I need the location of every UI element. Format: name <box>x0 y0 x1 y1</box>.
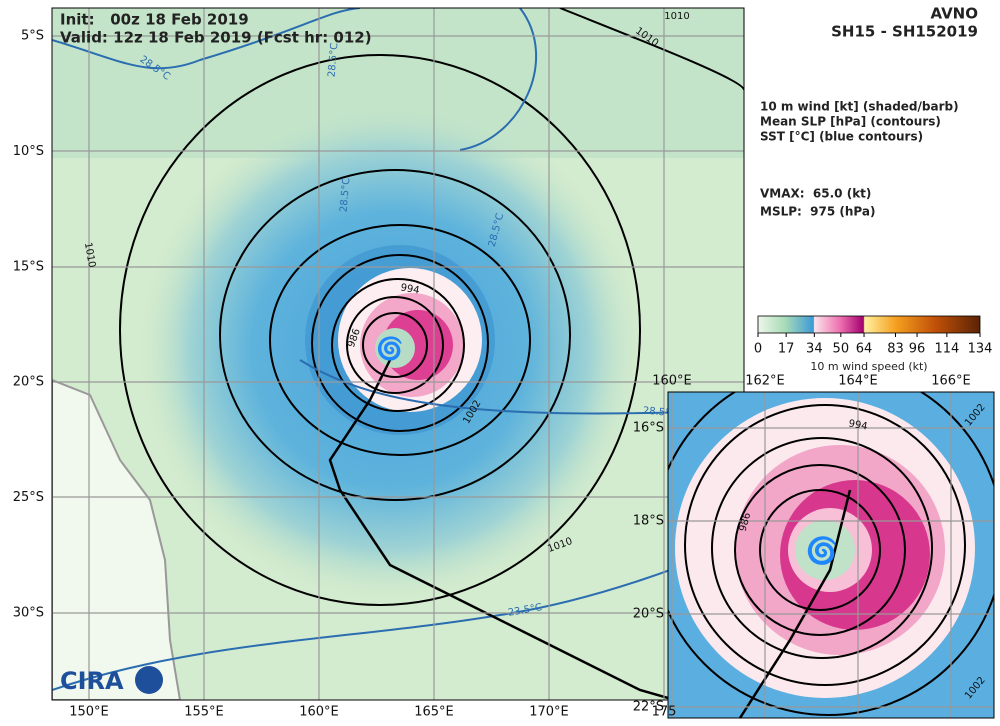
lat-label: 30°S <box>13 606 44 621</box>
grid <box>52 8 744 700</box>
contour-label: 28.5°C <box>327 42 341 77</box>
lat-label: 16°S <box>633 421 664 436</box>
storm-track <box>328 359 680 700</box>
lon-label: 166°E <box>931 374 971 389</box>
vmax: VMAX: 65.0 (kt) <box>760 187 871 201</box>
lon-label: 160°E <box>652 374 692 389</box>
colorbar-label: 10 m wind speed (kt) <box>810 360 927 373</box>
lat-label: 20°S <box>13 375 44 390</box>
contour-label: 1010 <box>664 11 689 22</box>
slp-contours <box>668 392 994 716</box>
lon-label: 175 <box>652 705 677 720</box>
colorbar-tick-label: 83 <box>887 342 904 357</box>
lon-label: 160°E <box>299 705 339 720</box>
logo-icon <box>135 666 163 694</box>
contour-label: 986 <box>738 511 754 532</box>
lat-label: 18°S <box>633 514 664 529</box>
logo-text: CIRA <box>60 667 124 695</box>
colorbar-tick-label: 134 <box>968 342 993 357</box>
storm-symbol: 🌀 <box>376 335 403 362</box>
storm-id: SH15 - SH152019 <box>831 23 978 41</box>
contour-label: 994 <box>400 282 421 296</box>
inset-frame <box>667 391 995 719</box>
legend-line: 10 m wind [kt] (shaded/barb) <box>760 100 959 114</box>
colorbar-tick-label: 64 <box>856 342 873 357</box>
main-frame <box>51 7 745 701</box>
contour-label: 28.5°C <box>339 177 353 212</box>
contour-label: 1010 <box>82 242 97 269</box>
slp-contours <box>119 8 744 606</box>
logo: CIRA <box>60 666 163 695</box>
legend-line: SST [°C] (blue contours) <box>760 130 923 144</box>
lat-label: 20°S <box>633 607 664 622</box>
storm-symbol: 🌀 <box>806 535 838 567</box>
wind-shading <box>375 328 415 368</box>
colorbar <box>757 315 981 334</box>
lon-label: 155°E <box>184 705 224 720</box>
lat-label: 5°S <box>21 29 44 44</box>
lon-label: 170°E <box>529 705 569 720</box>
colorbar-tick-label: 34 <box>806 342 823 357</box>
colorbar-tick-label: 50 <box>833 342 850 357</box>
colorbar-tick-label: 17 <box>778 342 795 357</box>
init-time: Init: 00z 18 Feb 2019 <box>60 11 249 29</box>
contour-label: 994 <box>848 418 869 432</box>
grid <box>668 392 994 718</box>
lon-label: 150°E <box>69 705 109 720</box>
colorbar-tick-label: 96 <box>909 342 926 357</box>
colorbar-tick-label: 0 <box>754 342 762 357</box>
lat-label: 25°S <box>13 490 44 505</box>
model-name: AVNO <box>930 5 978 23</box>
lat-label: 15°S <box>13 259 44 274</box>
lat-label: 10°S <box>13 144 44 159</box>
lon-label: 162°E <box>745 374 785 389</box>
legend-line: Mean SLP [hPa] (contours) <box>760 115 941 129</box>
land <box>52 378 182 700</box>
mslp: MSLP: 975 (hPa) <box>760 205 876 219</box>
lon-label: 164°E <box>838 374 878 389</box>
lon-label: 165°E <box>414 705 454 720</box>
colorbar-tick-label: 114 <box>934 342 959 357</box>
lat-label: 22°S <box>633 700 664 715</box>
valid-time: Valid: 12z 18 Feb 2019 (Fcst hr: 012) <box>60 29 372 47</box>
